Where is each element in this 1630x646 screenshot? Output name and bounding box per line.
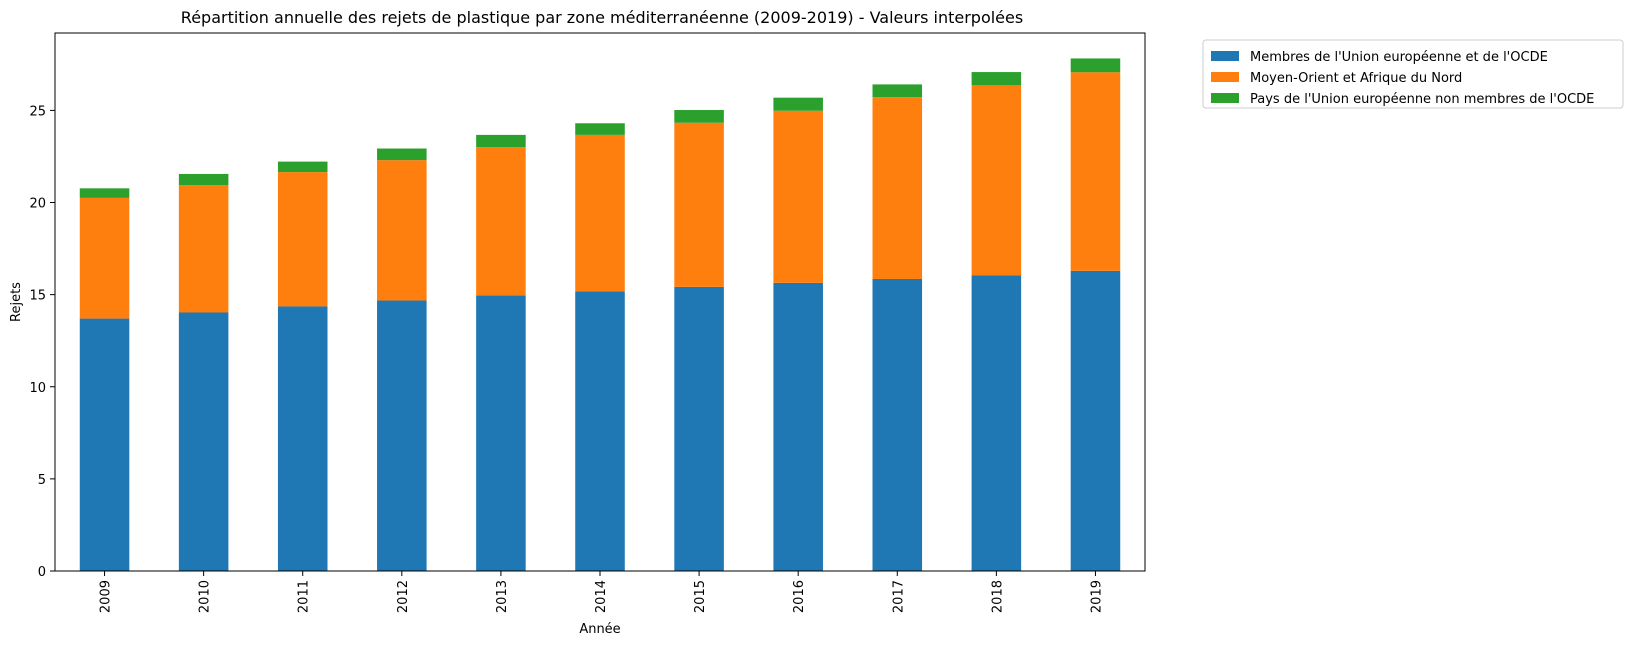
bar-series2-2019 xyxy=(1070,58,1121,73)
x-tick-label: 2014 xyxy=(594,580,609,613)
x-tick-label: 2018 xyxy=(990,580,1005,613)
bar-series1-2015 xyxy=(674,122,724,287)
legend-label-2: Pays de l'Union européenne non membres d… xyxy=(1250,92,1594,107)
bar-series2-2013 xyxy=(476,134,526,148)
x-tick-label: 2009 xyxy=(99,580,114,613)
bar-series1-2017 xyxy=(872,97,923,279)
bar-series2-2016 xyxy=(773,97,823,111)
legend-swatch-2 xyxy=(1211,93,1239,103)
bar-series0-2011 xyxy=(277,306,328,571)
bar-series2-2018 xyxy=(971,72,1022,86)
y-tick-label: 10 xyxy=(29,381,46,396)
bar-series1-2018 xyxy=(971,85,1022,276)
x-tick-label: 2016 xyxy=(792,580,807,613)
bar-series0-2016 xyxy=(773,282,823,571)
bar-series1-2013 xyxy=(476,147,526,296)
legend-label-1: Moyen-Orient et Afrique du Nord xyxy=(1250,71,1462,86)
bar-series0-2014 xyxy=(575,291,625,571)
bar-series0-2019 xyxy=(1070,270,1121,571)
y-tick-label: 5 xyxy=(38,473,46,488)
x-axis: 2009 2010 2011 2012 2013 2014 2015 2016 2017 2018… xyxy=(99,571,1104,613)
bar-series2-2009 xyxy=(79,188,130,198)
bar-series0-2012 xyxy=(377,300,427,571)
x-tick-label: 2010 xyxy=(198,580,213,613)
x-tick-label: 2015 xyxy=(693,580,708,613)
bar-series1-2019 xyxy=(1070,72,1121,271)
bar-series2-2017 xyxy=(872,84,923,98)
bar-series1-2011 xyxy=(277,172,328,307)
bar-series0-2009 xyxy=(79,318,130,571)
x-tick-label: 2012 xyxy=(396,580,411,613)
legend: Membres de l'Union européenne et de l'OC… xyxy=(1202,39,1624,109)
y-axis: 0 5 10 15 20 25 xyxy=(29,104,55,580)
chart-title: Répartition annuelle des rejets de plast… xyxy=(181,8,1023,27)
x-tick-label: 2019 xyxy=(1089,580,1104,613)
bar-series1-2010 xyxy=(178,185,229,313)
x-tick-label: 2013 xyxy=(495,580,510,613)
bar-series2-2012 xyxy=(377,148,427,161)
bar-series0-2018 xyxy=(971,275,1022,571)
bar-series1-2012 xyxy=(377,160,427,301)
bar-series2-2015 xyxy=(674,110,724,123)
legend-swatch-1 xyxy=(1211,72,1239,82)
y-tick-label: 20 xyxy=(29,197,46,212)
x-tick-label: 2011 xyxy=(297,580,312,613)
bar-series2-2011 xyxy=(277,161,328,173)
bar-series0-2010 xyxy=(178,312,229,571)
bar-series2-2010 xyxy=(178,173,229,186)
legend-label-0: Membres de l'Union européenne et de l'OC… xyxy=(1250,50,1548,65)
x-tick-label: 2017 xyxy=(891,580,906,613)
bar-series0-2017 xyxy=(872,278,923,571)
x-axis-label: Année xyxy=(579,622,620,637)
bar-series1-2014 xyxy=(575,134,625,292)
legend-box xyxy=(1202,39,1624,109)
bar-series2-2014 xyxy=(575,123,625,135)
y-tick-label: 0 xyxy=(38,565,46,580)
y-tick-label: 15 xyxy=(29,289,46,304)
bar-series0-2015 xyxy=(674,286,724,571)
bar-series0-2013 xyxy=(476,295,526,571)
y-tick-label: 25 xyxy=(29,104,46,119)
legend-swatch-0 xyxy=(1211,51,1239,61)
bar-series1-2016 xyxy=(773,110,823,283)
y-axis-label: Rejets xyxy=(9,282,24,322)
bar-series1-2009 xyxy=(79,197,130,319)
bars-group xyxy=(79,58,1121,571)
